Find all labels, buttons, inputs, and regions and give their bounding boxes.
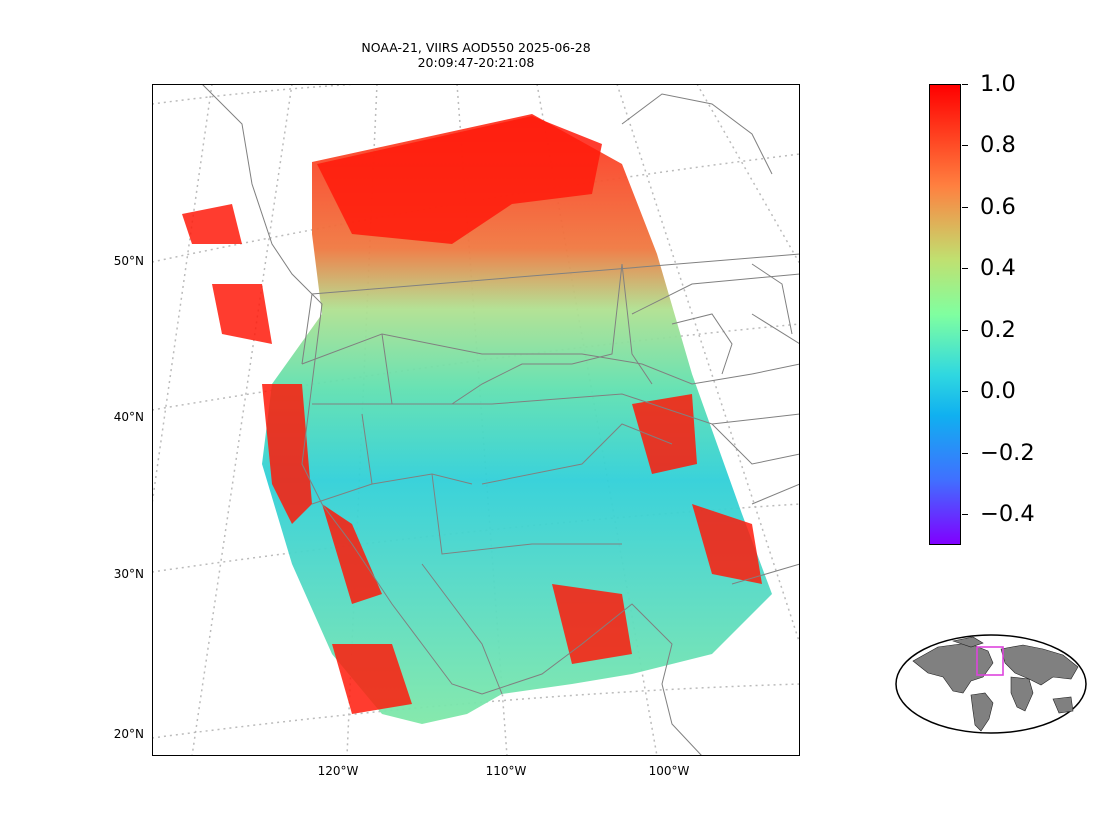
colorbar-tick (962, 268, 968, 269)
high-aod-patches (182, 116, 762, 714)
colorbar-tick-label: 0.0 (980, 378, 1016, 404)
title-line-2: 20:09:47-20:21:08 (417, 55, 535, 70)
title-line-1: NOAA-21, VIIRS AOD550 2025-06-28 (361, 40, 591, 55)
colorbar-tick (962, 453, 968, 454)
colorbar-tick-label: 1.0 (980, 71, 1016, 97)
colorbar-tick-label: 0.4 (980, 255, 1016, 281)
lat-label-40n: 40°N (113, 410, 144, 424)
colorbar-tick-label: 0.8 (980, 132, 1016, 158)
globe-land (912, 636, 1079, 732)
lon-label-120w: 120°W (317, 764, 359, 778)
coastlines-borders (201, 84, 800, 756)
lat-label-20n: 20°N (113, 727, 144, 741)
lat-label-30n: 30°N (113, 567, 144, 581)
colorbar-tick (962, 84, 968, 85)
map-title: NOAA-21, VIIRS AOD550 2025-06-28 20:09:4… (152, 40, 800, 70)
colorbar-tick (962, 330, 968, 331)
colorbar-tick (962, 145, 968, 146)
aod-map-canvas (152, 84, 800, 756)
colorbar-tick (962, 514, 968, 515)
colorbar-tick-label: −0.4 (980, 501, 1035, 527)
colorbar-tick (962, 207, 968, 208)
lon-label-110w: 110°W (485, 764, 527, 778)
colorbar-tick-label: 0.6 (980, 194, 1016, 220)
globe-inset (893, 633, 1089, 735)
lon-label-100w: 100°W (648, 764, 690, 778)
colorbar-tick (962, 391, 968, 392)
region-box (976, 646, 1004, 676)
aod-map (152, 84, 800, 756)
map-frame-border (152, 84, 800, 756)
globe-inset-canvas (895, 634, 1087, 734)
colorbar (929, 84, 961, 545)
lat-label-50n: 50°N (113, 254, 144, 268)
colorbar-tick-label: 0.2 (980, 317, 1016, 343)
colorbar-tick-label: −0.2 (980, 440, 1035, 466)
